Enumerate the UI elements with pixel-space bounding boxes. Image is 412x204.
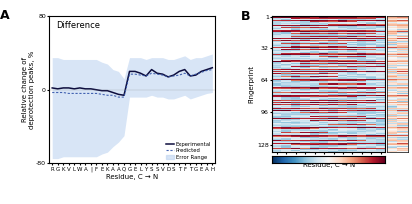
Text: Difference: Difference [56,21,100,30]
Text: A: A [0,9,9,22]
Legend: Experimental, Predicted, Error Range: Experimental, Predicted, Error Range [165,141,213,161]
Y-axis label: Relative change of
deprotection peaks, %: Relative change of deprotection peaks, % [21,51,35,129]
X-axis label: Residue, C → N: Residue, C → N [106,174,158,180]
X-axis label: Residue, C → N: Residue, C → N [303,163,355,169]
Text: B: B [241,10,250,22]
Y-axis label: Fingerprint: Fingerprint [248,65,254,103]
